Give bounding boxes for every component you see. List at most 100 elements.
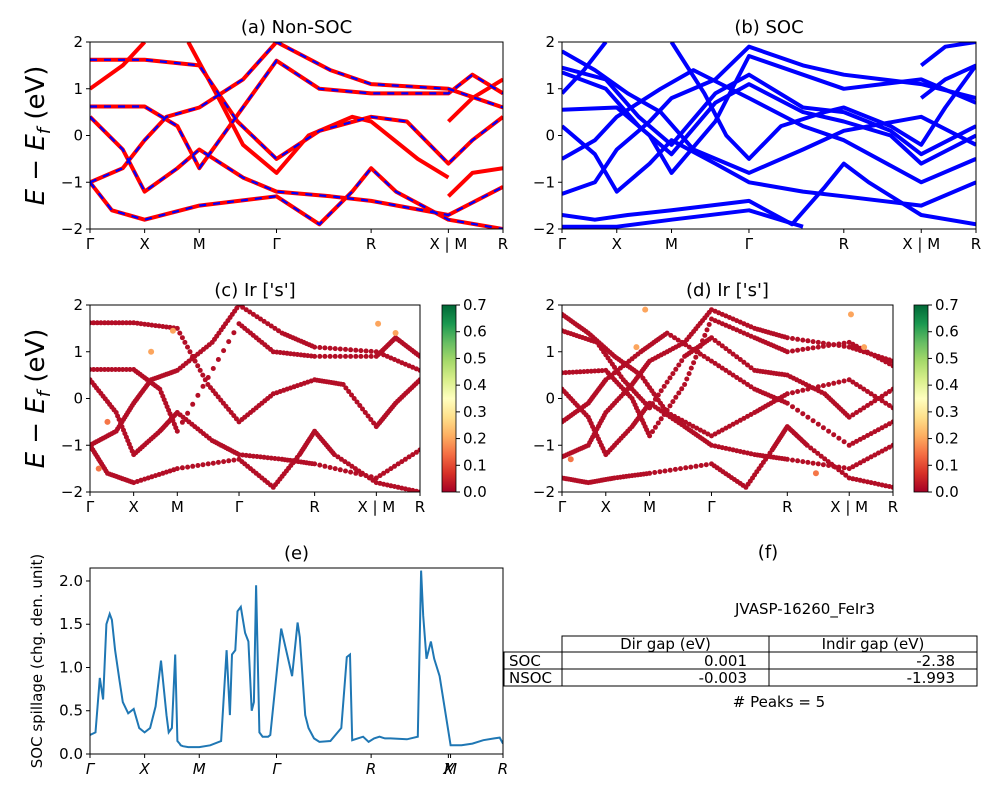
band-point (174, 325, 180, 331)
x-tick-label: Γ (86, 498, 95, 516)
band-point (730, 351, 736, 357)
y-tick-label: 0 (73, 390, 83, 408)
band-line (90, 42, 147, 91)
band-point (363, 348, 369, 354)
band-point (348, 469, 354, 475)
band-point (343, 468, 348, 474)
band-point (664, 330, 670, 336)
x-tick-label: R (888, 498, 898, 516)
band-point (343, 353, 348, 359)
table-cell (768, 668, 978, 687)
y-tick-label: 0 (545, 390, 555, 408)
band-point (226, 339, 232, 345)
x-tick-label: X | M (830, 498, 868, 516)
band-point (886, 389, 892, 394)
band-point (272, 325, 278, 331)
chart-title: (f) (758, 542, 778, 563)
band-point (205, 375, 211, 380)
axes-frame (89, 567, 504, 755)
x-tick-label: Γ (707, 498, 716, 516)
band-line (186, 42, 450, 180)
chart-title: (a) Non-SOC (241, 17, 352, 38)
colorbar-tick-label: 0.7 (463, 296, 487, 314)
band-point (861, 386, 867, 392)
band-point (599, 368, 605, 374)
colorbar-tick-label: 0.4 (935, 376, 959, 394)
band-point (846, 414, 852, 420)
x-tick-label: R (309, 498, 319, 516)
band-point (658, 388, 664, 394)
band-point (200, 462, 206, 468)
band-point (841, 343, 847, 349)
band-point (805, 414, 811, 420)
x-tick-label: M (665, 235, 678, 253)
band-line (919, 42, 976, 67)
band-point (784, 335, 790, 341)
band-point (215, 357, 221, 362)
band-point (883, 483, 889, 489)
highlight-point (847, 311, 854, 318)
band-point (362, 410, 368, 415)
band-line (562, 42, 608, 95)
band-point (868, 454, 874, 460)
band-point (570, 369, 576, 375)
band-point (705, 356, 711, 362)
band-point (190, 401, 196, 407)
band-point (684, 376, 690, 382)
band-point (200, 372, 206, 378)
band-point (360, 406, 365, 412)
band-point (210, 460, 216, 466)
band-point (577, 369, 583, 375)
band-point (800, 346, 806, 352)
x-tick-label: X (612, 235, 622, 253)
band-point (857, 384, 863, 390)
band-point (670, 371, 676, 377)
band-point (675, 415, 681, 421)
band-point (348, 353, 354, 359)
panel-e: 0.00.51.01.52.0Γ X M Γ R XM R(e)SOC spillage (… (28, 543, 508, 778)
band-point (352, 466, 358, 472)
band-point (563, 370, 569, 376)
x-tick-label: R (971, 235, 981, 253)
band-point (716, 340, 722, 346)
band-point (846, 466, 852, 472)
band-point (815, 421, 821, 427)
band-point (810, 345, 816, 351)
band-point (98, 367, 104, 372)
band-point (668, 332, 674, 338)
band-point (836, 435, 842, 441)
band-point (417, 353, 420, 359)
band-point (815, 344, 821, 350)
band-point (727, 348, 732, 354)
band-point (351, 396, 357, 401)
energy-y-axis-label-top: E − Ef (eV) (21, 66, 55, 206)
band-point (102, 367, 108, 372)
band-point (243, 307, 249, 313)
band-point (686, 421, 692, 427)
band-point (890, 419, 893, 425)
x-tick-label: Γ (558, 235, 567, 253)
x-tick-label: X (139, 235, 149, 253)
band-point (800, 387, 806, 393)
band-point (368, 417, 374, 422)
band-point (417, 447, 420, 453)
colorbar-tick-label: 0.3 (935, 403, 959, 421)
plot-area (562, 42, 976, 229)
band-point (730, 372, 736, 378)
band-point (312, 344, 318, 350)
x-tick-label: X (601, 498, 611, 516)
table-header-label: Indir gap (eV) (822, 635, 925, 653)
colorbar-tick-label: 0.6 (935, 323, 959, 341)
band-point (690, 423, 696, 429)
band-point (368, 348, 374, 354)
band-point (343, 385, 349, 391)
band-point (861, 405, 867, 411)
x-tick-label: R (782, 498, 792, 516)
band-point (890, 363, 893, 369)
band-point (392, 463, 397, 469)
plot-area (90, 42, 503, 229)
y-tick-label: 1 (73, 343, 83, 361)
band-point (327, 465, 333, 470)
x-tick-label: R (366, 760, 376, 778)
band-point (113, 320, 118, 326)
